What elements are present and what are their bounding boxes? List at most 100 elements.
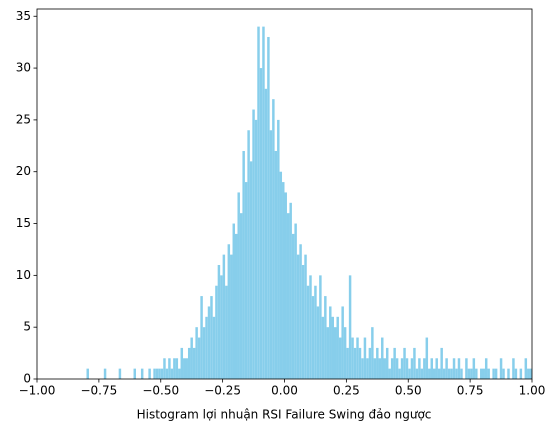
bar [202,327,206,379]
x-tick-label: 0.50 [395,384,422,398]
x-tick-label: −0.25 [204,384,241,398]
bar [173,358,176,379]
y-tick-label: 15 [16,216,31,230]
bar [272,99,275,380]
bar [168,358,171,379]
bar [331,316,334,379]
bar [195,327,198,379]
bar [192,347,196,379]
bar [494,368,498,379]
y-tick-label: 5 [23,320,31,334]
bar [373,358,377,379]
bar [484,358,488,379]
bar [351,337,354,379]
bar [390,358,394,379]
bar [524,358,528,379]
bar [435,358,438,379]
bar [185,358,188,379]
x-tick-label: 0.00 [271,384,298,398]
bar [341,306,344,379]
x-tick-label: 0.25 [333,384,360,398]
bar [294,223,297,379]
bar [358,347,362,379]
bar [403,347,406,379]
bar [398,368,401,379]
bar [254,119,258,379]
bar [475,368,478,379]
bar [356,337,359,379]
bar [319,275,322,379]
bar [457,358,461,379]
bar [235,233,238,379]
bar [239,213,243,379]
bar [197,337,201,379]
bar [244,182,248,379]
bar [183,358,186,379]
y-tick-label: 10 [16,268,31,282]
bar [289,202,292,379]
bar [86,368,89,379]
bar [212,316,216,379]
bar [326,327,330,379]
bar [321,316,325,379]
bar [264,88,268,379]
bar [286,213,290,379]
bar [103,368,107,379]
bar [178,368,181,379]
bar [400,358,404,379]
bar [519,368,523,379]
bar [155,368,159,379]
bar [368,347,372,379]
bar [316,306,320,379]
bar [440,347,443,379]
bar [378,358,382,379]
bar [284,192,287,379]
x-tick-label: −0.50 [142,384,179,398]
bar [267,36,270,380]
bar [455,368,458,379]
y-tick-label: 0 [23,372,31,386]
bar [324,296,327,379]
bar [215,285,218,379]
bar [482,368,485,379]
bar [232,223,235,379]
bar [450,368,453,379]
bar [187,347,191,379]
bar [163,358,166,379]
bar [447,368,451,379]
bar [301,264,305,379]
bar [170,368,174,379]
bar [309,275,312,379]
bar [247,130,250,379]
bar [420,368,424,379]
bar [353,347,357,379]
bar [304,254,307,379]
bar [393,347,396,379]
bar [366,358,369,379]
bar [140,368,144,379]
bar [190,337,193,379]
bar [180,347,184,379]
bar [249,161,253,379]
bar [452,358,456,379]
bar [210,296,213,379]
bar [118,368,122,379]
bar [282,182,285,379]
bar [291,233,295,379]
bar [160,368,164,379]
bar [413,347,416,379]
bar [338,337,342,379]
bar [133,368,136,379]
bar [225,285,228,379]
bar [222,254,226,379]
bar [527,368,530,379]
bar [220,275,223,379]
bar [428,368,431,379]
x-tick-label: −0.75 [80,384,117,398]
y-tick-label: 30 [16,61,31,75]
bar [200,296,203,379]
bar [492,368,495,379]
bar [274,150,278,379]
